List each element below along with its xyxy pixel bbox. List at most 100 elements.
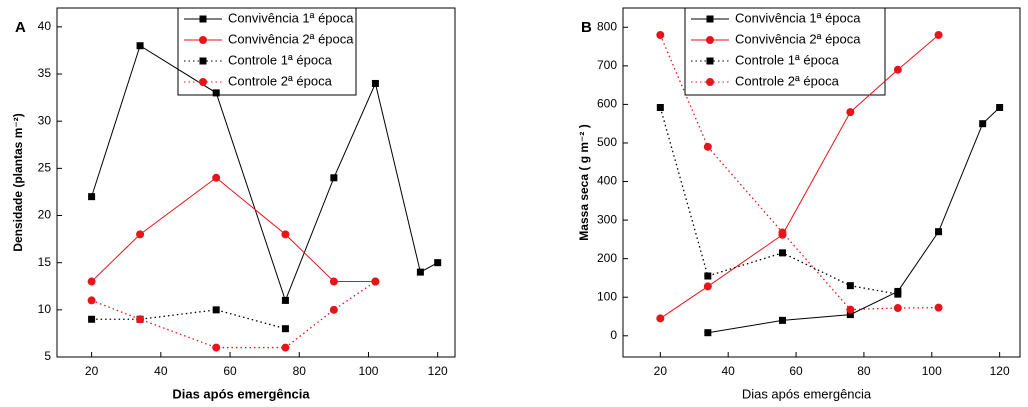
marker bbox=[703, 142, 712, 151]
legend-marker bbox=[199, 78, 207, 86]
y-tick-label: 40 bbox=[38, 19, 52, 33]
marker bbox=[996, 103, 1004, 111]
marker bbox=[656, 30, 665, 39]
marker bbox=[136, 230, 145, 239]
marker bbox=[330, 174, 338, 182]
marker bbox=[281, 343, 290, 352]
x-tick-label: 20 bbox=[85, 364, 99, 378]
panel-label: B bbox=[581, 19, 592, 36]
marker bbox=[846, 305, 855, 314]
panel-label: A bbox=[15, 19, 26, 36]
x-tick-label: 120 bbox=[990, 364, 1010, 378]
marker bbox=[416, 268, 424, 276]
legend-marker bbox=[706, 36, 714, 44]
y-tick-label: 200 bbox=[597, 251, 617, 265]
legend-label: Controle 1ª época bbox=[735, 52, 840, 67]
y-tick-label: 500 bbox=[597, 135, 617, 149]
x-tick-label: 20 bbox=[654, 364, 668, 378]
legend-marker bbox=[706, 57, 714, 65]
series-line bbox=[91, 309, 286, 330]
marker bbox=[893, 65, 902, 74]
marker bbox=[136, 42, 144, 50]
marker bbox=[212, 343, 221, 352]
marker bbox=[281, 325, 289, 333]
marker bbox=[704, 272, 712, 280]
legend-label: Convivência 1ª época bbox=[735, 10, 861, 25]
series-line bbox=[91, 281, 376, 349]
series-line bbox=[91, 177, 376, 283]
y-tick-label: 400 bbox=[597, 174, 617, 188]
marker bbox=[87, 296, 96, 305]
y-tick-label: 25 bbox=[38, 161, 52, 175]
x-axis-title: Dias após emergência bbox=[742, 386, 872, 401]
x-tick-label: 80 bbox=[857, 364, 871, 378]
marker bbox=[935, 228, 943, 236]
marker bbox=[704, 329, 712, 337]
y-tick-label: 300 bbox=[597, 212, 617, 226]
marker bbox=[893, 304, 902, 313]
marker bbox=[212, 306, 220, 314]
legend-marker bbox=[706, 78, 714, 86]
y-tick-label: 700 bbox=[597, 58, 617, 72]
legend-frame bbox=[684, 7, 886, 96]
y-axis-title: Massa seca ( g m⁻² ) bbox=[577, 124, 591, 240]
marker bbox=[329, 277, 338, 286]
legend-label: Controle 2ª época bbox=[735, 73, 840, 88]
marker bbox=[371, 79, 379, 87]
marker bbox=[846, 108, 855, 117]
x-tick-label: 60 bbox=[789, 364, 803, 378]
marker bbox=[846, 311, 854, 319]
y-tick-label: 15 bbox=[38, 255, 52, 269]
legend-marker bbox=[199, 57, 207, 65]
x-tick-label: 100 bbox=[922, 364, 942, 378]
marker bbox=[934, 30, 943, 39]
series-line bbox=[659, 107, 898, 295]
legend-label: Convivência 2ª época bbox=[735, 31, 861, 46]
x-tick-label: 120 bbox=[428, 364, 448, 378]
marker bbox=[846, 282, 854, 290]
y-tick-label: 20 bbox=[38, 208, 52, 222]
legend-label: Controle 1ª época bbox=[228, 52, 333, 67]
legend-marker bbox=[706, 15, 714, 23]
x-axis-title: Dias após emergência bbox=[172, 386, 310, 401]
marker bbox=[934, 303, 943, 312]
marker bbox=[894, 290, 902, 298]
y-axis-title: Densidade (plantas m⁻²) bbox=[11, 113, 25, 251]
marker bbox=[281, 230, 290, 239]
marker bbox=[778, 316, 786, 324]
marker bbox=[656, 314, 665, 323]
y-tick-label: 100 bbox=[597, 289, 617, 303]
y-tick-label: 30 bbox=[38, 113, 52, 127]
legend-label: Convivência 1ª época bbox=[228, 10, 354, 25]
series-line bbox=[707, 107, 1000, 334]
y-tick-label: 0 bbox=[610, 328, 617, 342]
y-tick-label: 600 bbox=[597, 97, 617, 111]
legend-marker bbox=[199, 36, 207, 44]
marker bbox=[136, 315, 145, 324]
series-line bbox=[91, 44, 438, 302]
marker bbox=[979, 120, 987, 128]
series-line bbox=[660, 34, 939, 319]
marker bbox=[371, 277, 380, 286]
marker bbox=[88, 315, 96, 323]
y-tick-label: 10 bbox=[38, 302, 52, 316]
marker bbox=[212, 173, 221, 182]
y-tick-label: 5 bbox=[44, 349, 51, 363]
legend-label: Convivência 2ª época bbox=[228, 31, 354, 46]
marker bbox=[281, 296, 289, 304]
x-tick-label: 40 bbox=[154, 364, 168, 378]
series-line bbox=[659, 34, 939, 311]
x-tick-label: 40 bbox=[722, 364, 736, 378]
x-tick-label: 80 bbox=[293, 364, 307, 378]
marker bbox=[703, 282, 712, 291]
x-tick-label: 60 bbox=[223, 364, 237, 378]
marker bbox=[329, 305, 338, 314]
legend-marker bbox=[199, 15, 207, 23]
marker bbox=[778, 249, 786, 257]
marker bbox=[656, 103, 664, 111]
legend-frame bbox=[177, 7, 357, 96]
marker bbox=[87, 277, 96, 286]
legend-label: Controle 2ª época bbox=[228, 73, 333, 88]
marker bbox=[434, 259, 442, 267]
